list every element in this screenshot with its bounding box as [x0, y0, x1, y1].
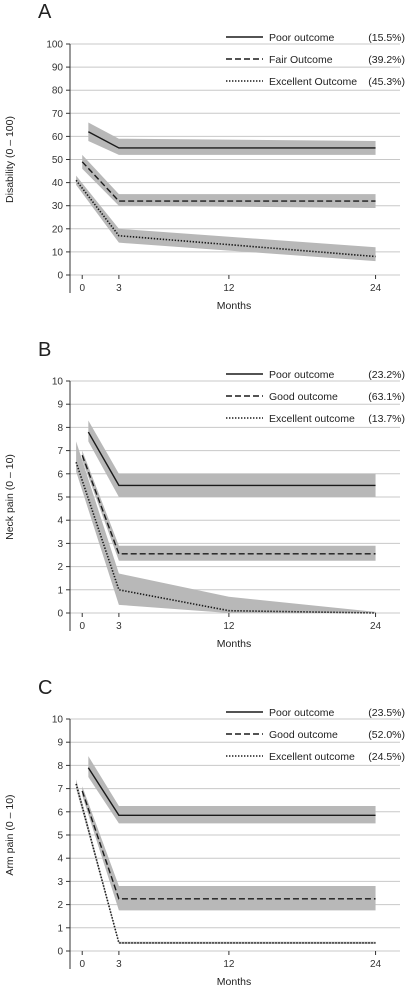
x-tick-label: 24	[370, 283, 382, 294]
y-axis-label: Arm pain (0 – 10)	[4, 794, 16, 875]
legend-label: Poor outcome	[269, 707, 335, 719]
y-tick-label: 3	[57, 877, 63, 888]
confidence-band	[82, 450, 376, 561]
legend-percent: (24.5%)	[368, 751, 405, 763]
y-tick-label: 3	[57, 539, 63, 550]
legend-percent: (45.3%)	[368, 76, 405, 88]
confidence-band	[82, 154, 376, 209]
x-axis-label: Months	[217, 300, 251, 312]
panel-label: B	[38, 339, 51, 361]
y-tick-label: 1	[57, 585, 63, 596]
y-tick-label: 5	[57, 831, 63, 842]
panel-label: C	[38, 677, 52, 699]
x-tick-label: 3	[116, 621, 122, 632]
x-tick-label: 3	[116, 959, 122, 970]
series-line	[75, 179, 376, 258]
confidence-band	[88, 122, 376, 155]
legend-percent: (63.1%)	[368, 391, 405, 403]
panel-a: A 0 10 20 30 40 50 60 70 80 90 100 0 3 12 24 Months Disab…	[4, 1, 405, 312]
y-axis-label: Disability (0 – 100)	[4, 116, 16, 203]
x-axis-label: Months	[217, 638, 251, 650]
y-tick-label: 1	[57, 923, 63, 934]
legend-percent: (13.7%)	[368, 413, 405, 425]
y-tick-label: 8	[57, 423, 63, 434]
y-tick-label: 0	[57, 609, 63, 620]
y-tick-label: 7	[57, 446, 63, 457]
y-tick-label: 70	[52, 109, 64, 120]
x-tick-label: 0	[79, 621, 85, 632]
x-tick-label: 0	[79, 283, 85, 294]
x-tick-label: 12	[223, 621, 235, 632]
x-tick-label: 12	[223, 283, 235, 294]
legend-label: Excellent outcome	[269, 413, 355, 425]
y-tick-label: 6	[57, 807, 63, 818]
legend-label: Excellent outcome	[269, 751, 355, 763]
legend-percent: (23.2%)	[368, 369, 405, 381]
y-tick-label: 7	[57, 784, 63, 795]
series-line	[75, 461, 376, 614]
series-line	[75, 783, 376, 944]
y-tick-label: 40	[52, 178, 64, 189]
x-tick-label: 24	[370, 959, 382, 970]
x-tick-label: 0	[79, 959, 85, 970]
series-line	[87, 767, 376, 816]
legend-label: Fair Outcome	[269, 54, 333, 66]
legend-label: Excellent Outcome	[269, 76, 357, 88]
confidence-band	[76, 441, 376, 613]
y-tick-label: 90	[52, 63, 64, 74]
series-line	[87, 431, 376, 487]
y-tick-label: 30	[52, 201, 64, 212]
legend-label: Poor outcome	[269, 369, 335, 381]
legend-percent: (23.5%)	[368, 707, 405, 719]
x-axis-label: Months	[217, 976, 251, 988]
x-tick-label: 3	[116, 283, 122, 294]
legend-label: Good outcome	[269, 391, 338, 403]
y-tick-label: 0	[57, 271, 63, 282]
y-axis-label: Neck pain (0 – 10)	[4, 454, 16, 540]
legend-percent: (52.0%)	[368, 729, 405, 741]
panel-label: A	[38, 1, 52, 23]
y-tick-label: 10	[52, 377, 64, 388]
y-tick-label: 5	[57, 493, 63, 504]
confidence-band	[88, 420, 376, 497]
legend-percent: (15.5%)	[368, 32, 405, 44]
confidence-band	[76, 175, 376, 262]
y-tick-label: 10	[52, 715, 64, 726]
legend-percent: (39.2%)	[368, 54, 405, 66]
confidence-band	[88, 756, 376, 824]
y-tick-label: 50	[52, 155, 64, 166]
x-tick-label: 24	[370, 621, 382, 632]
series-line	[88, 131, 376, 149]
y-tick-label: 4	[57, 854, 63, 865]
x-tick-label: 12	[223, 959, 235, 970]
y-tick-label: 6	[57, 469, 63, 480]
confidence-band	[76, 779, 376, 945]
series-line	[81, 454, 376, 555]
y-tick-label: 9	[57, 400, 63, 411]
y-tick-label: 2	[57, 562, 63, 573]
y-tick-label: 9	[57, 738, 63, 749]
y-tick-label: 2	[57, 900, 63, 911]
y-tick-label: 100	[46, 40, 63, 51]
y-tick-label: 20	[52, 224, 64, 235]
legend-label: Good outcome	[269, 729, 338, 741]
y-tick-label: 10	[52, 247, 64, 258]
legend-label: Poor outcome	[269, 32, 335, 44]
series-line	[81, 790, 376, 900]
y-tick-label: 80	[52, 86, 64, 97]
y-tick-label: 60	[52, 132, 64, 143]
y-tick-label: 4	[57, 516, 63, 527]
confidence-band	[82, 786, 376, 911]
y-tick-label: 0	[57, 947, 63, 958]
y-tick-label: 8	[57, 761, 63, 772]
